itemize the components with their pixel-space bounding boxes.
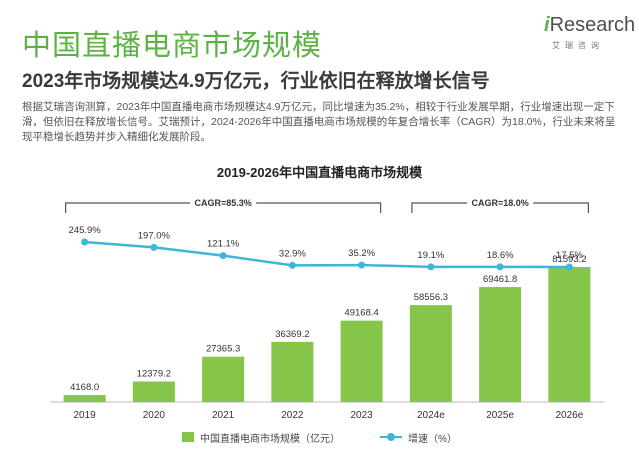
bar-2022: [271, 341, 314, 402]
bar-value-label: 49168.4: [344, 308, 378, 319]
legend-line-label: 增速（%）: [408, 433, 457, 445]
chart-legend: 中国直播电商市场规模（亿元） 增速（%）: [0, 427, 639, 447]
bar-value-label: 12379.2: [137, 369, 171, 380]
legend-bar-swatch: [182, 432, 195, 442]
growth-value-label: 17.5%: [556, 250, 583, 261]
chart-canvas: 4168.0 2019 12379.2 2020 27365.3 2021 36369.2 2…: [50, 196, 604, 421]
x-tick-label: 2021: [212, 410, 235, 421]
cagr-label: CAGR=18.0%: [471, 198, 528, 208]
iresearch-logo: iResearch 艾瑞咨询: [544, 14, 635, 54]
growth-point-2025e: [496, 263, 504, 271]
page-subtitle: 2023年市场规模达4.9万亿元，行业依旧在释放增长信号: [22, 71, 490, 92]
bar-2025e: [479, 287, 522, 402]
bar-value-label: 4168.0: [70, 382, 99, 393]
x-tick-label: 2024e: [417, 410, 445, 421]
legend-bar-label: 中国直播电商市场规模（亿元）: [200, 433, 341, 445]
growth-value-label: 121.1%: [207, 239, 240, 250]
growth-value-label: 197.0%: [138, 230, 171, 241]
growth-point-2022: [288, 261, 296, 269]
legend-item-bar: 中国直播电商市场规模（亿元）: [182, 430, 340, 445]
legend-item-line: 增速（%）: [380, 430, 457, 445]
growth-point-2020: [150, 243, 158, 251]
bar-value-label: 69461.8: [483, 274, 517, 285]
growth-point-2021: [219, 252, 227, 260]
cagr-label-bg: [467, 196, 534, 209]
bar-value-label: 58556.3: [414, 292, 448, 303]
logo-mark: i: [544, 14, 550, 36]
growth-point-2019: [81, 238, 89, 246]
bar-2024e: [409, 305, 452, 402]
cagr-label-bg: [190, 196, 257, 209]
logo-wordmark: iResearch: [544, 14, 635, 37]
x-tick-label: 2022: [281, 410, 304, 421]
bar-value-label: 36369.2: [275, 329, 309, 340]
x-tick-label: 2023: [351, 410, 374, 421]
cagr-label: CAGR=85.3%: [194, 198, 251, 208]
growth-rate-line: [84, 240, 570, 269]
bar-2019: [63, 395, 106, 402]
logo-text: Research: [549, 14, 636, 36]
description-paragraph: 根据艾瑞咨询测算，2023年中国直播电商市场规模达4.9万亿元，同比增速为35.…: [22, 101, 616, 143]
growth-value-label: 18.6%: [487, 250, 514, 261]
market-size-chart: 2019-2026年中国直播电商市场规模 4168.0 2019 12379.2 20…: [0, 150, 639, 450]
x-tick-label: 2019: [74, 410, 97, 421]
legend-line-swatch: [380, 432, 403, 442]
growth-point-2023: [358, 261, 366, 269]
growth-value-label: 35.2%: [348, 248, 375, 259]
bar-value-label: 27365.3: [206, 344, 240, 355]
bar-value-label: 81593.2: [552, 254, 586, 265]
chart-title: 2019-2026年中国直播电商市场规模: [216, 165, 423, 180]
growth-value-label: 32.9%: [279, 248, 306, 259]
x-tick-label: 2025e: [486, 410, 514, 421]
growth-value-label: 19.1%: [417, 250, 444, 261]
page-title: 中国直播电商市场规模: [22, 30, 323, 62]
growth-point-2024e: [427, 263, 435, 271]
bar-2020: [132, 381, 175, 402]
bar-2023: [340, 320, 383, 402]
growth-point-2026e: [565, 263, 573, 271]
x-tick-label: 2026e: [555, 410, 583, 421]
bar-2026e: [548, 267, 591, 402]
bar-2021: [202, 356, 245, 402]
growth-value-label: 245.9%: [69, 225, 102, 236]
x-tick-label: 2020: [143, 410, 166, 421]
logo-tagline: 艾瑞咨询: [552, 41, 604, 50]
